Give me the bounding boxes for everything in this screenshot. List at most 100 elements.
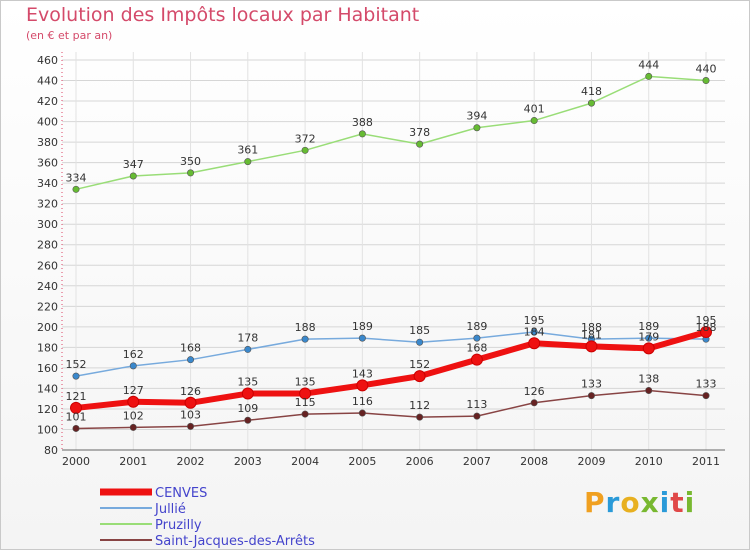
data-point xyxy=(72,185,80,193)
x-tick-label: 2007 xyxy=(463,455,491,468)
data-point xyxy=(530,399,538,407)
data-point xyxy=(587,392,595,400)
logo-letter: r xyxy=(605,486,621,519)
y-tick-label: 180 xyxy=(37,341,58,354)
data-label: 361 xyxy=(237,144,258,157)
data-point xyxy=(530,117,538,125)
y-tick-label: 240 xyxy=(37,280,58,293)
series-line xyxy=(75,331,707,377)
data-point xyxy=(129,362,137,370)
data-label: 372 xyxy=(295,132,316,145)
data-point xyxy=(127,395,140,408)
logo-letter: o xyxy=(620,486,641,519)
data-label: 401 xyxy=(524,103,545,116)
legend-label: Saint-Jacques-des-Arrêts xyxy=(155,534,315,549)
proxiti-logo: Proxiti xyxy=(584,486,695,519)
data-label: 126 xyxy=(524,385,545,398)
data-label: 378 xyxy=(409,126,430,139)
y-tick-label: 300 xyxy=(37,218,58,231)
data-label: 116 xyxy=(352,395,373,408)
data-point xyxy=(72,424,80,432)
data-point xyxy=(358,409,366,417)
y-tick-label: 260 xyxy=(37,259,58,272)
data-point xyxy=(413,370,426,383)
data-point xyxy=(702,392,710,400)
legend: CENVESJulliéPruzillySaint-Jacques-des-Ar… xyxy=(100,486,315,549)
series-line xyxy=(75,329,707,411)
y-tick-label: 280 xyxy=(37,239,58,252)
data-label: 162 xyxy=(123,348,144,361)
chart-title: Evolution des Impôts locaux par Habitant xyxy=(26,4,420,26)
x-tick-label: 2000 xyxy=(62,455,90,468)
data-label: 121 xyxy=(66,390,87,403)
data-point xyxy=(645,72,653,80)
y-tick-label: 400 xyxy=(37,116,58,129)
data-label: 195 xyxy=(696,314,717,327)
x-tick-label: 2003 xyxy=(234,455,262,468)
data-point xyxy=(244,416,252,424)
data-label: 152 xyxy=(409,358,430,371)
logo-letter: i xyxy=(684,486,696,519)
data-point xyxy=(585,340,598,353)
data-point xyxy=(473,124,481,132)
data-point xyxy=(358,130,366,138)
data-label: 135 xyxy=(237,376,258,389)
data-label: 184 xyxy=(524,325,545,338)
data-point xyxy=(301,335,309,343)
y-tick-label: 100 xyxy=(37,423,58,436)
data-point xyxy=(473,334,481,342)
data-point xyxy=(244,158,252,166)
x-tick-label: 2001 xyxy=(119,455,147,468)
data-label: 168 xyxy=(466,342,487,355)
data-label: 185 xyxy=(409,324,430,337)
y-tick-label: 420 xyxy=(37,95,58,108)
series-lines xyxy=(70,72,712,432)
data-label: 103 xyxy=(180,408,201,421)
x-tick-label: 2006 xyxy=(406,455,434,468)
y-tick-label: 220 xyxy=(37,300,58,313)
data-point xyxy=(470,353,483,366)
data-label: 195 xyxy=(524,314,545,327)
logo-letter: P xyxy=(584,486,606,519)
data-label: 444 xyxy=(638,58,659,71)
data-point xyxy=(244,345,252,353)
x-tick-label: 2009 xyxy=(577,455,605,468)
x-tick-label: 2005 xyxy=(348,455,376,468)
data-point xyxy=(528,337,541,350)
data-point xyxy=(473,412,481,420)
data-label: 179 xyxy=(638,330,659,343)
data-label: 127 xyxy=(123,384,144,397)
data-label: 350 xyxy=(180,155,201,168)
data-label: 189 xyxy=(638,320,659,333)
y-tick-label: 440 xyxy=(37,75,58,88)
data-label: 112 xyxy=(409,399,430,412)
x-tick-label: 2011 xyxy=(692,455,720,468)
data-point xyxy=(184,396,197,409)
gridlines xyxy=(62,52,725,451)
x-tick-label: 2008 xyxy=(520,455,548,468)
data-point xyxy=(645,334,653,342)
data-label: 178 xyxy=(237,331,258,344)
data-label: 113 xyxy=(466,398,487,411)
logo-letter: t xyxy=(670,486,685,519)
x-tick-label: 2004 xyxy=(291,455,319,468)
data-label: 101 xyxy=(66,410,87,423)
data-point xyxy=(645,386,653,394)
series-line xyxy=(75,389,707,430)
x-tick-label: 2002 xyxy=(177,455,205,468)
data-label: 181 xyxy=(581,328,602,341)
logo-letter: x xyxy=(640,486,660,519)
data-label: 133 xyxy=(581,378,602,391)
data-label: 189 xyxy=(352,320,373,333)
data-point xyxy=(416,140,424,148)
logo-letter: i xyxy=(659,486,671,519)
y-tick-label: 200 xyxy=(37,321,58,334)
data-label: 347 xyxy=(123,158,144,171)
data-point xyxy=(129,172,137,180)
data-label: 126 xyxy=(180,385,201,398)
data-point xyxy=(70,401,82,414)
data-point xyxy=(587,99,595,107)
data-point xyxy=(416,413,424,421)
